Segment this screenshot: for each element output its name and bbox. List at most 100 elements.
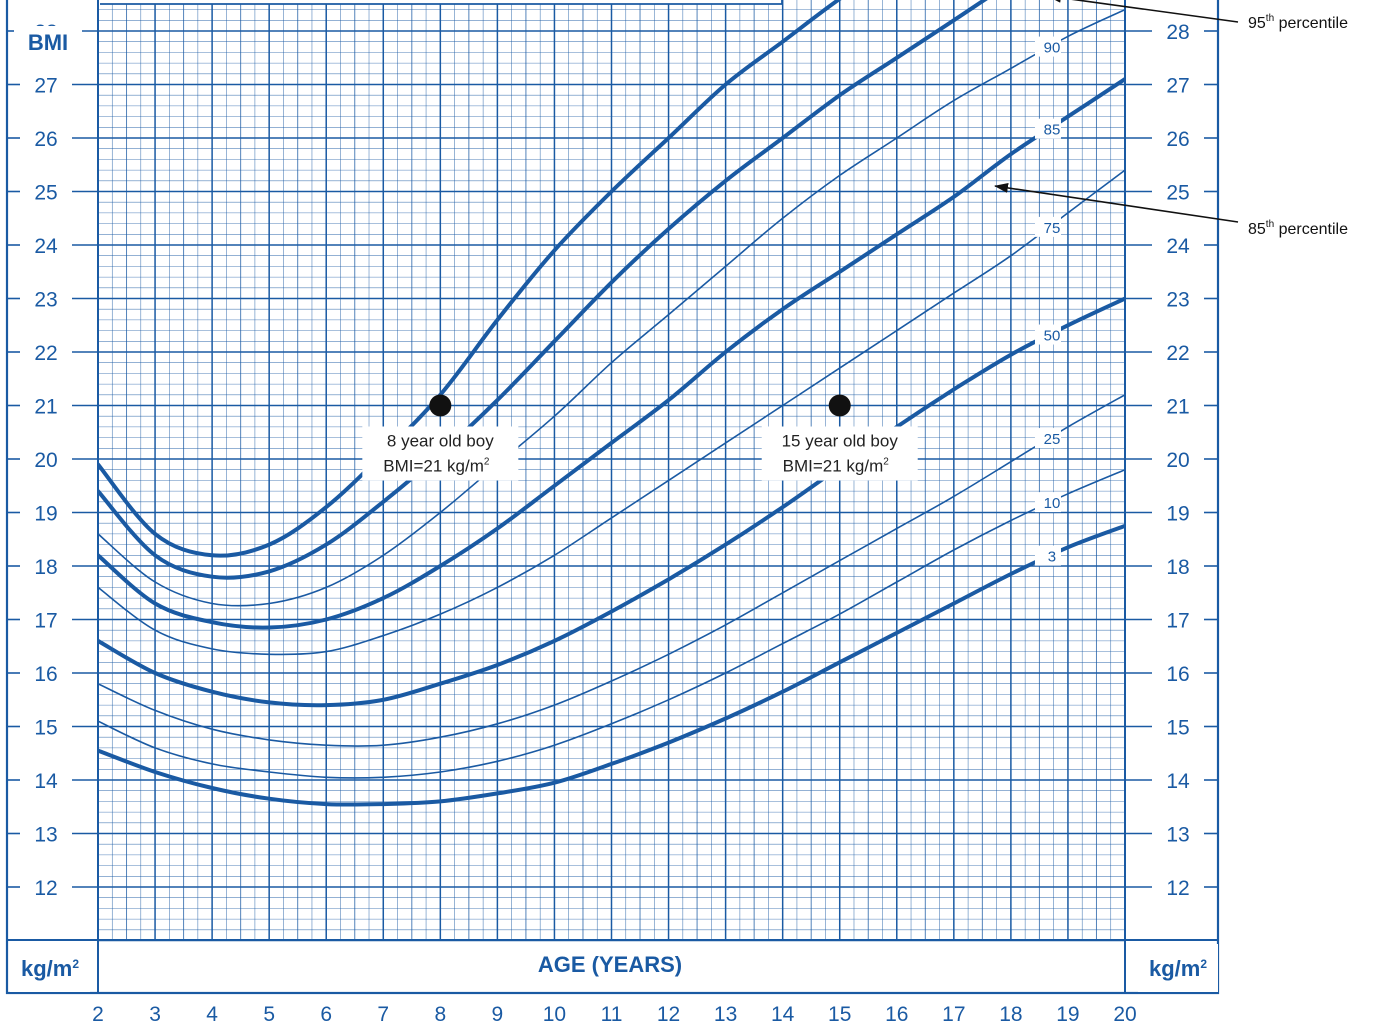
x-axis-title: AGE (YEARS) <box>538 952 682 977</box>
x-tick-label: 13 <box>714 1003 737 1026</box>
y-tick-label-right: 24 <box>1166 235 1190 258</box>
y-tick-label-right: 15 <box>1166 717 1189 740</box>
y-tick-label-right: 18 <box>1166 556 1189 579</box>
y-unit-left: kg/m2 <box>21 956 79 981</box>
percentile-curves <box>98 0 1125 807</box>
y-tick-label-right: 21 <box>1166 396 1189 419</box>
chart-grid <box>97 0 1126 942</box>
outer-border <box>5 0 1220 995</box>
x-tick-label: 19 <box>1056 1003 1079 1026</box>
percentile-curve-95 <box>98 0 988 580</box>
x-tick-label: 9 <box>492 1003 504 1026</box>
percentile-label-bg <box>1034 492 1061 513</box>
percentile-label-bg <box>1034 118 1061 139</box>
y-tick-label-right: 22 <box>1166 342 1189 365</box>
percentile-labels: 90 85 75 50 25 10 3 <box>1034 36 1061 566</box>
y-tick-label-right: 23 <box>1166 289 1189 312</box>
x-tick-label: 11 <box>601 1003 623 1026</box>
percentile-label-bg <box>1034 428 1061 449</box>
data-point-label-age: 15 year old boy <box>782 432 899 451</box>
y-tick-label-right: 25 <box>1166 182 1189 205</box>
x-tick-label: 10 <box>543 1003 566 1026</box>
x-tick-label: 4 <box>206 1003 218 1026</box>
y-tick-label-left: 17 <box>34 610 57 633</box>
y-tick-label-right: 12 <box>1166 877 1189 900</box>
y-tick-label-left: 18 <box>34 556 57 579</box>
y-tick-label-left: 13 <box>34 824 57 847</box>
y-axis-title: BMI <box>28 30 68 55</box>
y-tick-label-right: 27 <box>1166 75 1189 98</box>
y-tick-label-left: 20 <box>34 449 57 472</box>
y-tick-label-left: 22 <box>34 342 57 365</box>
x-tick-label: 2 <box>92 1003 104 1026</box>
y-tick-label-left: 12 <box>34 877 57 900</box>
y-tick-label-left: 15 <box>34 717 57 740</box>
y-tick-label-right: 16 <box>1166 663 1189 686</box>
y-tick-label-left: 19 <box>34 503 57 526</box>
percentile-curve-75 <box>98 169 1125 656</box>
callout-85th: 85th percentile <box>994 182 1348 238</box>
percentile-label-90: 90 <box>1044 40 1061 57</box>
y-tick-label-left: 24 <box>34 235 58 258</box>
x-tick-label: 5 <box>263 1003 275 1026</box>
percentile-label-50: 50 <box>1044 328 1061 345</box>
x-tick-label: 17 <box>942 1003 965 1026</box>
x-axis: 2 3 4 5 6 7 8 9 10 11 12 13 14 15 16 17 18 19 20 <box>92 1003 1137 1026</box>
percentile-label-10: 10 <box>1044 495 1061 512</box>
y-tick-label-left: 23 <box>34 289 57 312</box>
percentile-label-75: 75 <box>1044 220 1061 237</box>
x-tick-label: 8 <box>434 1003 446 1026</box>
y-tick-label-left: 25 <box>34 182 57 205</box>
y-tick-label-right: 13 <box>1166 824 1189 847</box>
y-tick-label-right: 17 <box>1166 610 1189 633</box>
y-unit-right: kg/m2 <box>1149 956 1207 981</box>
percentile-curve-3 <box>98 523 1125 807</box>
percentile-label-3: 3 <box>1048 549 1056 566</box>
x-tick-label: 18 <box>999 1003 1022 1026</box>
callout-85th-label: 85th percentile <box>1248 219 1348 238</box>
y-tick-label-left: 26 <box>34 128 57 151</box>
data-point-label-age: 8 year old boy <box>387 432 494 451</box>
percentile-curve-10 <box>98 468 1125 779</box>
data-point-label-bg <box>362 426 519 481</box>
callout-95th: 95th percentile <box>1047 0 1348 32</box>
x-tick-label: 12 <box>657 1003 680 1026</box>
chart-frame <box>5 0 1220 995</box>
percentile-label-25: 25 <box>1044 431 1061 448</box>
data-point-marker <box>828 394 851 417</box>
callout-95th-label: 95th percentile <box>1248 13 1348 32</box>
x-tick-label: 14 <box>771 1003 795 1026</box>
percentile-curve-50 <box>98 296 1125 708</box>
data-point-marker <box>429 394 452 417</box>
x-tick-label: 20 <box>1113 1003 1136 1026</box>
y-tick-label-left: 21 <box>34 396 57 419</box>
y-tick-label-right: 20 <box>1166 449 1189 472</box>
y-tick-label-left: 16 <box>34 663 57 686</box>
y-tick-label-left: 27 <box>34 75 57 98</box>
y-tick-label-right: 28 <box>1166 21 1189 44</box>
percentile-label-85: 85 <box>1044 122 1061 139</box>
data-points: 8 year old boy BMI=21 kg/m2 15 year old bo… <box>362 394 918 481</box>
percentile-curve-85 <box>98 77 1125 630</box>
x-tick-label: 16 <box>885 1003 908 1026</box>
percentile-label-bg <box>1034 216 1061 237</box>
percentile-curve-90 <box>98 8 1125 607</box>
x-tick-label: 3 <box>149 1003 161 1026</box>
y-tick-label-right: 26 <box>1166 128 1189 151</box>
data-point-label-bg <box>761 426 918 481</box>
percentile-label-bg <box>1034 36 1061 57</box>
y-tick-label-left: 14 <box>34 770 58 793</box>
percentile-label-bg <box>1034 324 1061 345</box>
data-point-label-bmi: BMI=21 kg/m2 <box>783 457 890 476</box>
percentile-curve-25 <box>98 394 1125 747</box>
top-cutoff-box <box>100 0 782 4</box>
y-tick-label-right: 19 <box>1166 503 1189 526</box>
x-tick-label: 6 <box>320 1003 332 1026</box>
y-tick-label-right: 14 <box>1166 770 1190 793</box>
data-point-label-bmi: BMI=21 kg/m2 <box>383 457 490 476</box>
x-tick-label: 15 <box>828 1003 851 1026</box>
percentile-label-bg <box>1034 545 1061 566</box>
y-axis-right: 12 13 14 15 16 17 18 19 20 21 22 23 24 25 26 27 28 <box>1125 18 1218 900</box>
